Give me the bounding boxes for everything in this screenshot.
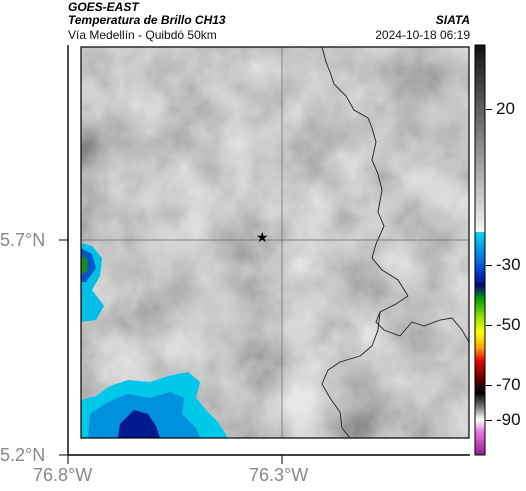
- lon-label-west: 76.8°W: [33, 465, 93, 485]
- colorbar-label-20: 20: [496, 99, 515, 118]
- colorbar-label-m30: -30: [496, 255, 521, 274]
- colorbar-label-m70: -70: [496, 375, 521, 394]
- colorbar-tick-m30: [486, 265, 492, 266]
- product-title: Temperatura de Brillo CH13: [68, 13, 226, 27]
- header-title-row: Temperatura de Brillo CH13 SIATA: [68, 13, 470, 27]
- colorbar-gray-segment: [475, 45, 485, 232]
- colorbar-color-segment: [475, 232, 485, 455]
- colorbar-label-m90: -90: [496, 410, 521, 429]
- lat-label-south: 5.2°N: [0, 445, 46, 465]
- colorbar-tick-20: [486, 109, 492, 110]
- convective-core-green: [81, 256, 88, 274]
- header-satellite: GOES-EAST: [68, 0, 139, 14]
- location-marker: ★: [256, 229, 269, 245]
- colorbar-tick-m50: [486, 325, 492, 326]
- satellite-image: [81, 47, 469, 438]
- datetime-label: 2024-10-18 06:19: [375, 28, 470, 42]
- colorbar-frame: [474, 44, 486, 456]
- boundary-line-south: [321, 311, 381, 438]
- header-info-row: Vía Medellín - Quibdó 50km 2024-10-18 06…: [68, 28, 470, 42]
- cold-cloud-west-core: [81, 248, 96, 282]
- boundary-line: [321, 47, 469, 343]
- cloud-texture: [81, 47, 469, 438]
- colorbar: [474, 44, 486, 456]
- colorbar-tick-m70: [486, 385, 492, 386]
- lat-label-north: 5.7°N: [0, 230, 46, 250]
- cold-cloud-southwest-core: [118, 410, 160, 438]
- colorbar-label-m50: -50: [496, 315, 521, 334]
- institution-label: SIATA: [435, 13, 470, 27]
- region-label: Vía Medellín - Quibdó 50km: [68, 28, 217, 42]
- map-frame: [80, 46, 470, 439]
- lon-label-east: 76.3°W: [249, 465, 309, 485]
- colorbar-tick-m90: [486, 420, 492, 421]
